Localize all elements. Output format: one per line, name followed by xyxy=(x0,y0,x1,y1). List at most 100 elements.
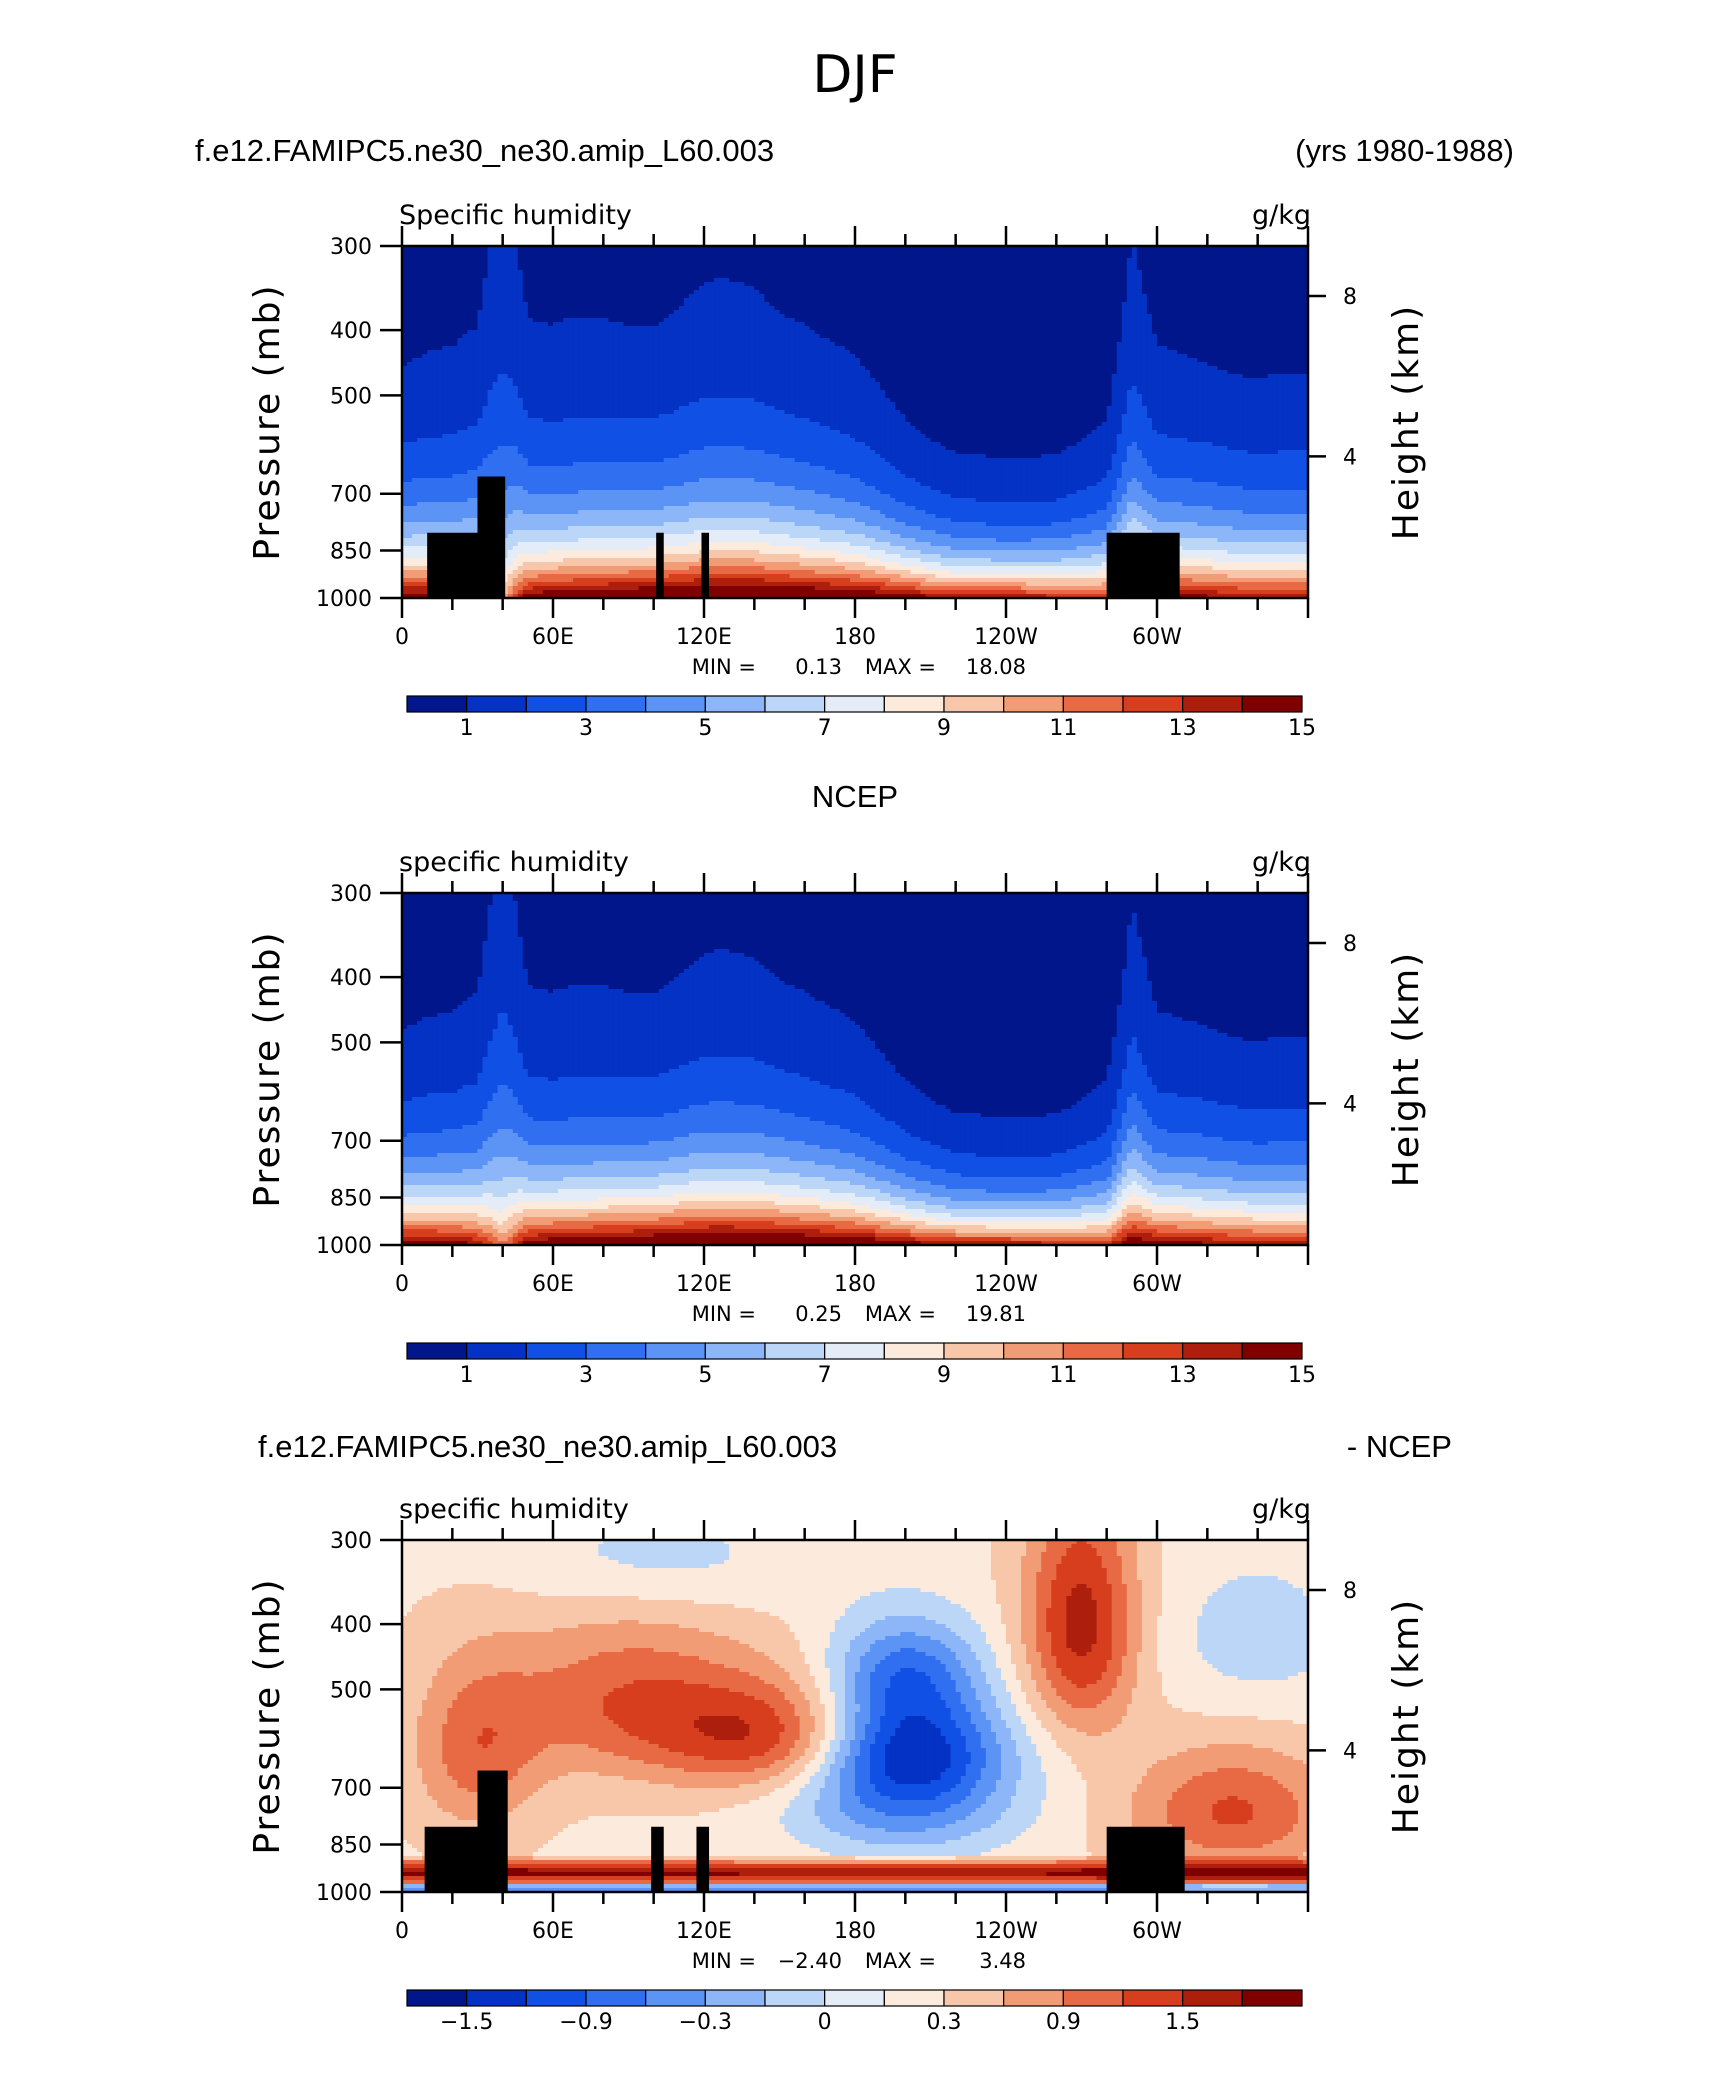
field-cell xyxy=(1288,250,1294,255)
years-label: (yrs 1980-1988) xyxy=(1295,133,1514,168)
field-cell xyxy=(452,254,458,259)
field-cell xyxy=(478,258,484,263)
field-cell xyxy=(1202,258,1208,263)
field-cell xyxy=(1238,254,1244,259)
field-cell xyxy=(1046,258,1052,263)
field-cell xyxy=(558,254,564,259)
field-cell xyxy=(558,258,564,263)
field-cell xyxy=(538,254,544,259)
field-cell xyxy=(629,258,635,263)
field-cell xyxy=(427,258,433,263)
field-cell xyxy=(1036,254,1042,259)
field-cell xyxy=(1127,254,1133,259)
field-cell xyxy=(951,254,957,259)
field-cell xyxy=(664,250,670,255)
field-cell xyxy=(1278,254,1284,259)
field-cell xyxy=(729,258,735,263)
field-cell xyxy=(1268,258,1274,263)
field-cell xyxy=(805,258,811,263)
field-cell xyxy=(568,254,574,259)
field-cell xyxy=(1293,250,1299,255)
field-cell xyxy=(724,250,730,255)
field-cell xyxy=(1137,254,1143,259)
field-cell xyxy=(608,254,614,259)
field-cell xyxy=(1011,258,1017,263)
field-cell xyxy=(1137,250,1143,255)
field-cell xyxy=(573,254,579,259)
field-cell xyxy=(805,250,811,255)
field-cell xyxy=(639,254,645,259)
field-cell xyxy=(483,254,489,259)
field-cell xyxy=(1127,258,1133,263)
field-cell xyxy=(780,258,786,263)
field-cell xyxy=(850,258,856,263)
field-cell xyxy=(1293,254,1299,259)
field-cell xyxy=(694,250,700,255)
field-cell xyxy=(1162,258,1168,263)
field-cell xyxy=(593,250,599,255)
field-cell xyxy=(1117,254,1123,259)
field-cell xyxy=(442,262,448,267)
field-cell xyxy=(634,254,640,259)
field-cell xyxy=(795,254,801,259)
field-cell xyxy=(1132,258,1138,263)
field-cell xyxy=(432,250,438,255)
field-cell xyxy=(840,258,846,263)
field-cell xyxy=(875,250,881,255)
field-cell xyxy=(785,258,791,263)
field-cell xyxy=(936,250,942,255)
field-cell xyxy=(528,258,534,263)
field-cell xyxy=(885,254,891,259)
field-cell xyxy=(1202,254,1208,259)
field-cell xyxy=(1207,254,1213,259)
field-cell xyxy=(1122,250,1128,255)
field-cell xyxy=(996,250,1002,255)
field-cell xyxy=(1107,254,1113,259)
field-cell xyxy=(613,254,619,259)
field-cell xyxy=(488,250,494,255)
field-cell xyxy=(769,250,775,255)
field-cell xyxy=(1227,250,1233,255)
field-cell xyxy=(976,250,982,255)
field-cell xyxy=(774,258,780,263)
field-cell xyxy=(508,250,514,255)
field-cell xyxy=(533,250,539,255)
field-cell xyxy=(734,250,740,255)
field-cell xyxy=(951,258,957,263)
field-cell xyxy=(800,258,806,263)
field-cell xyxy=(689,258,695,263)
field-cell xyxy=(1172,250,1178,255)
field-cell xyxy=(931,250,937,255)
field-cell xyxy=(1162,250,1168,255)
field-cell xyxy=(1167,250,1173,255)
field-cell xyxy=(618,258,624,263)
field-cell xyxy=(1092,254,1098,259)
field-cell xyxy=(719,250,725,255)
field-cell xyxy=(684,258,690,263)
field-cell xyxy=(764,254,770,259)
field-cell xyxy=(1107,250,1113,255)
field-cell xyxy=(689,254,695,259)
field-cell xyxy=(1147,258,1153,263)
field-cell xyxy=(830,250,836,255)
field-cell xyxy=(603,250,609,255)
field-cell xyxy=(895,258,901,263)
field-cell xyxy=(931,258,937,263)
field-cell xyxy=(498,250,504,255)
field-cell xyxy=(1051,258,1057,263)
field-cell xyxy=(941,258,947,263)
field-cell xyxy=(875,254,881,259)
field-cell xyxy=(966,254,972,259)
field-cell xyxy=(709,254,715,259)
field-cell xyxy=(639,250,645,255)
field-cell xyxy=(1142,258,1148,263)
field-cell xyxy=(669,250,675,255)
field-cell xyxy=(895,250,901,255)
field-cell xyxy=(890,258,896,263)
field-cell xyxy=(815,254,821,259)
field-cell xyxy=(1298,250,1304,255)
field-cell xyxy=(598,250,604,255)
field-cell xyxy=(1278,250,1284,255)
field-cell xyxy=(1031,250,1037,255)
field-cell xyxy=(1016,254,1022,259)
